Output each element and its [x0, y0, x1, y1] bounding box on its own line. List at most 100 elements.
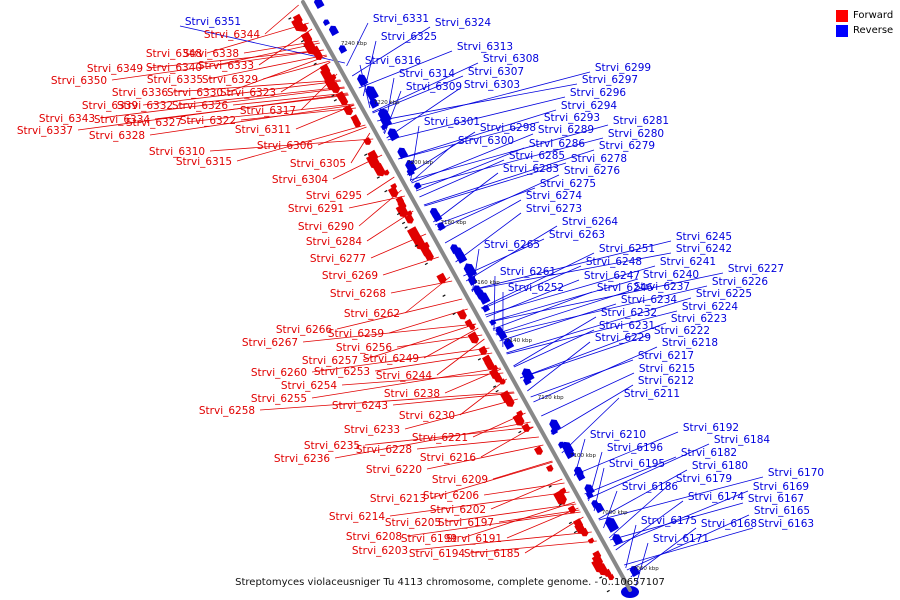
- reverse-gene-arrow: [437, 222, 446, 231]
- forward-gene-arrow: [534, 445, 543, 455]
- forward-leader-line: [348, 195, 405, 209]
- reverse-gene-label: Strvi_6241: [660, 256, 716, 268]
- forward-gene-arrow: [503, 395, 515, 407]
- forward-gene-label: Strvi_6348: [146, 48, 202, 60]
- reverse-gene-label: Strvi_6298: [480, 122, 536, 134]
- forward-gene-label: Strvi_6336: [112, 87, 169, 99]
- reverse-leader-line: [372, 75, 464, 114]
- reverse-leader-line: [541, 372, 635, 417]
- forward-gene-label: Strvi_6290: [298, 221, 354, 233]
- reverse-leader-line: [513, 316, 597, 367]
- forward-gene-arrow: [338, 95, 349, 106]
- reverse-gene-arrow: [414, 182, 422, 190]
- reverse-gene-label: Strvi_6286: [529, 138, 586, 150]
- axis-tick-label: 7140 kbp: [506, 338, 532, 344]
- reverse-leader-line: [437, 174, 560, 231]
- forward-gene-label: Strvi_6202: [430, 504, 486, 516]
- forward-leader-line: [461, 501, 576, 539]
- gene-marker: [606, 589, 610, 593]
- forward-gene-label: Strvi_6340: [146, 62, 202, 74]
- forward-gene-label: Strvi_6328: [89, 130, 145, 142]
- forward-leader-line: [77, 93, 349, 131]
- reverse-gene-label: Strvi_6229: [595, 332, 651, 344]
- forward-gene-arrow: [329, 81, 341, 94]
- forward-gene-arrow: [607, 573, 615, 581]
- forward-gene-label: Strvi_6213: [370, 493, 426, 505]
- forward-gene-label: Strvi_6197: [438, 517, 494, 529]
- reverse-gene-label: Strvi_6215: [639, 363, 695, 375]
- reverse-gene-label: Strvi_6303: [464, 79, 520, 91]
- gene-marker: [331, 94, 335, 97]
- reverse-gene-label: Strvi_6165: [754, 505, 810, 517]
- forward-gene-label: Strvi_6323: [220, 87, 276, 99]
- forward-leader-line: [262, 60, 330, 80]
- forward-gene-arrow: [553, 489, 567, 505]
- forward-gene-arrow: [412, 235, 426, 250]
- forward-gene-label: Strvi_6209: [432, 474, 488, 486]
- reverse-gene-label: Strvi_6276: [564, 165, 621, 177]
- forward-leader-line: [311, 347, 490, 373]
- forward-gene-arrow: [499, 378, 506, 385]
- forward-leader-line: [459, 378, 507, 416]
- gene-marker: [495, 389, 499, 393]
- forward-gene-label: Strvi_6266: [276, 324, 333, 336]
- forward-gene-label: Strvi_6327: [126, 117, 182, 129]
- reverse-leader-line: [598, 469, 688, 520]
- figure-caption: Streptomyces violaceusniger Tu 4113 chro…: [235, 577, 665, 588]
- forward-gene-label: Strvi_6268: [330, 288, 386, 300]
- forward-leader-line: [240, 107, 356, 121]
- reverse-gene-label: Strvi_6218: [662, 337, 718, 349]
- forward-gene-label: Strvi_6220: [366, 464, 422, 476]
- reverse-leader-line: [406, 131, 476, 176]
- forward-gene-arrow: [521, 423, 531, 432]
- reverse-leader-line: [471, 240, 672, 291]
- forward-gene-label: Strvi_6208: [346, 531, 402, 543]
- forward-leader-line: [492, 460, 553, 480]
- gene-marker: [518, 430, 522, 434]
- reverse-leader-line: [486, 279, 580, 318]
- reverse-gene-label: Strvi_6222: [654, 325, 710, 337]
- reverse-leader-line: [410, 144, 454, 183]
- gene-marker: [300, 39, 305, 43]
- reverse-gene-label: Strvi_6168: [701, 518, 757, 530]
- reverse-leader-line: [481, 265, 582, 310]
- forward-leader-line: [232, 92, 348, 106]
- reverse-leader-line: [480, 252, 595, 309]
- axis-tick-label: 7180 kbp: [440, 220, 466, 226]
- reverse-gene-label: Strvi_6309: [406, 81, 462, 93]
- forward-leader-line: [111, 49, 324, 81]
- reverse-leader-line: [488, 272, 724, 323]
- forward-gene-label: Strvi_6306: [257, 140, 314, 152]
- reverse-leader-line: [610, 502, 744, 541]
- reverse-leader-line: [527, 341, 591, 392]
- forward-gene-label: Strvi_6185: [464, 548, 520, 560]
- reverse-gene-label: Strvi_6248: [586, 256, 642, 268]
- forward-leader-line: [99, 87, 345, 119]
- reverse-gene-label: Strvi_6242: [676, 243, 732, 255]
- reverse-leader-line: [551, 384, 634, 435]
- gene-marker: [376, 176, 380, 179]
- forward-gene-label: Strvi_6262: [344, 308, 400, 320]
- reverse-gene-label: Strvi_6192: [683, 422, 739, 434]
- forward-gene-arrow: [352, 118, 362, 128]
- reverse-leader-line: [444, 199, 522, 244]
- forward-leader-line: [430, 461, 553, 499]
- reverse-leader-line: [603, 490, 618, 529]
- reverse-leader-line: [608, 482, 672, 539]
- forward-gene-label: Strvi_6206: [423, 490, 480, 502]
- forward-gene-label: Strvi_6236: [274, 453, 331, 465]
- axis-tick-label: 7240 kbp: [341, 41, 367, 47]
- reverse-gene-label: Strvi_6275: [540, 178, 596, 190]
- forward-gene-label: Strvi_6221: [412, 432, 468, 444]
- forward-leader-line: [259, 391, 514, 411]
- forward-gene-label: Strvi_6228: [356, 444, 412, 456]
- reverse-gene-label: Strvi_6245: [676, 231, 732, 243]
- reverse-gene-label: Strvi_6274: [526, 190, 583, 202]
- forward-gene-label: Strvi_6238: [384, 388, 440, 400]
- forward-leader-line: [362, 323, 477, 361]
- forward-gene-label: Strvi_6216: [420, 452, 477, 464]
- gene-marker: [573, 530, 578, 534]
- axis-tick-label: 7220 kbp: [374, 100, 400, 106]
- reverse-gene-label: Strvi_6223: [671, 313, 727, 325]
